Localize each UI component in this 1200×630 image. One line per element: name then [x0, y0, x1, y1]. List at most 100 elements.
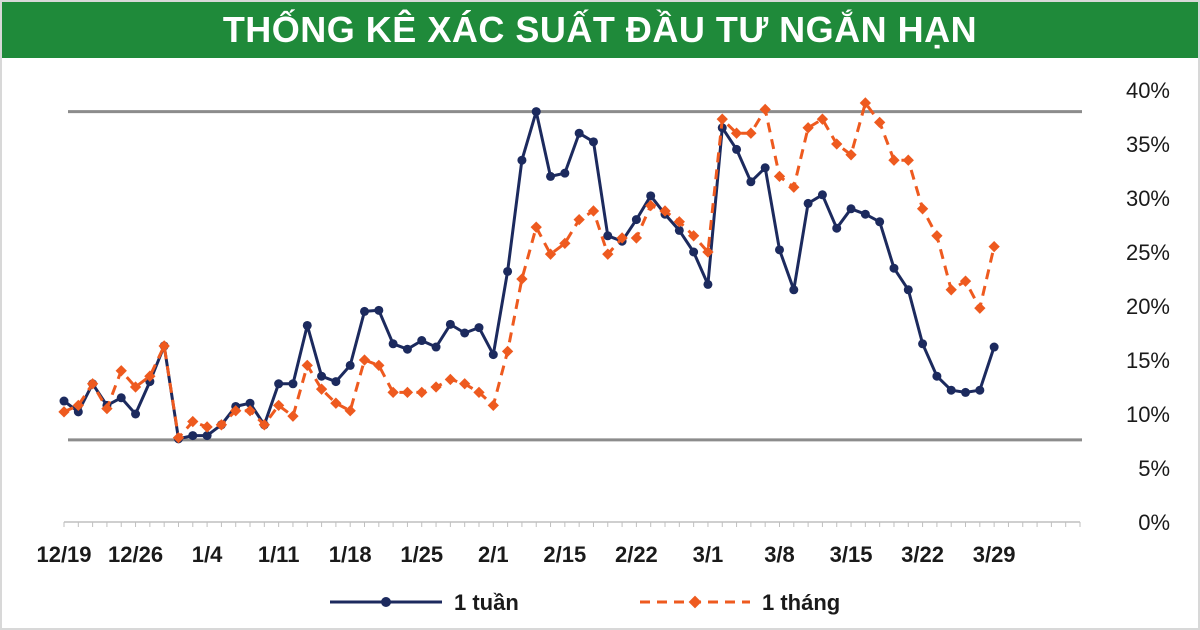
x-tick-label: 3/15	[830, 542, 873, 567]
series-1-point	[932, 371, 942, 381]
series-2-point	[115, 365, 127, 377]
series-2-point	[773, 170, 786, 183]
x-tick-label: 1/4	[192, 542, 223, 567]
series-1-point	[445, 319, 455, 329]
x-tick-label: 3/29	[973, 542, 1016, 567]
series-2-point	[788, 181, 800, 193]
y-tick-label: 25%	[1126, 240, 1170, 265]
series-1-point	[961, 387, 971, 397]
series-1-point	[631, 215, 641, 225]
series-2-point	[874, 116, 886, 129]
x-tick-label: 3/8	[764, 542, 795, 567]
series-1-point	[503, 266, 513, 276]
x-tick-label: 3/1	[693, 542, 724, 567]
series-2-point	[687, 230, 700, 242]
series-1-point	[903, 285, 913, 295]
series-2-point	[702, 246, 714, 258]
x-tick-label: 3/22	[901, 542, 944, 567]
legend-label-2: 1 tháng	[762, 590, 840, 615]
series-2-point	[902, 154, 914, 166]
legend-label-1: 1 tuần	[454, 590, 519, 615]
series-1-point	[488, 350, 498, 360]
legend-marker-circle	[381, 597, 391, 607]
y-tick-label: 20%	[1126, 294, 1170, 319]
series-2-point	[244, 405, 256, 417]
y-tick-label: 10%	[1126, 402, 1170, 427]
series-1-point	[417, 336, 427, 346]
series-2-point	[487, 399, 499, 412]
series-1-point	[331, 377, 341, 387]
series-1-point	[460, 328, 470, 338]
series-2-point	[387, 386, 399, 399]
series-1-point	[703, 279, 713, 289]
series-2-point	[430, 381, 442, 393]
series-2-point	[258, 419, 270, 431]
series-2-point	[616, 232, 628, 244]
series-2-point	[230, 405, 242, 417]
series-2-point	[373, 359, 385, 372]
series-2-point	[831, 138, 843, 150]
series-1-point	[789, 285, 799, 295]
series-2-point	[158, 340, 170, 352]
series-2-point	[974, 302, 986, 314]
series-1-point	[288, 379, 298, 389]
series-2-point	[344, 405, 356, 417]
series-1-point	[360, 306, 370, 316]
series-2-point	[187, 415, 199, 428]
series-2-point	[745, 127, 757, 139]
series-2-point	[716, 113, 728, 125]
series-2-point	[559, 237, 571, 250]
series-2-point	[501, 345, 514, 358]
series-2-point	[573, 213, 585, 226]
x-tick-label: 1/25	[400, 542, 443, 567]
series-2-point	[759, 103, 771, 116]
series-2-point	[287, 410, 299, 422]
series-1-point	[531, 107, 541, 117]
series-2-point	[172, 432, 185, 444]
series-2-point	[673, 216, 685, 228]
title-banner: THỐNG KÊ XÁC SUẤT ĐẦU TƯ NGẮN HẠN	[2, 2, 1198, 58]
x-tick-label: 2/15	[543, 542, 586, 567]
series-2-point	[516, 273, 528, 285]
y-tick-label: 5%	[1138, 456, 1170, 481]
series-1-point	[875, 217, 885, 227]
series-1-point	[245, 398, 255, 408]
series-2-point	[272, 399, 285, 412]
series-2-point	[645, 199, 657, 212]
series-1-point	[732, 144, 742, 154]
series-2-point	[916, 203, 929, 215]
series-1-point	[832, 223, 842, 233]
series-1-point	[975, 385, 985, 395]
series-2-point	[444, 373, 457, 386]
series-line-1	[63, 110, 996, 441]
series-1-point	[689, 247, 699, 257]
series-1-point	[374, 305, 384, 315]
series-1-point	[317, 371, 327, 381]
series-1-point	[760, 163, 770, 173]
y-tick-label: 0%	[1138, 510, 1170, 535]
series-1-point	[746, 177, 756, 187]
series-1-point	[388, 339, 398, 349]
x-tick-label: 12/26	[108, 542, 163, 567]
series-2-point	[58, 406, 70, 418]
series-1-point	[817, 190, 827, 200]
series-1-point	[774, 245, 784, 255]
series-2-point	[945, 284, 957, 296]
series-2-point	[401, 386, 414, 399]
x-tick-label: 1/18	[329, 542, 372, 567]
series-1-point	[803, 198, 813, 208]
y-tick-label: 35%	[1126, 132, 1170, 157]
series-2-point	[888, 154, 900, 166]
series-1-point	[646, 191, 656, 201]
y-tick-label: 15%	[1126, 348, 1170, 373]
series-1-point	[274, 379, 284, 389]
series-1-point	[546, 171, 556, 181]
y-tick-label: 40%	[1126, 78, 1170, 103]
series-1-point	[59, 396, 69, 406]
series-1-point	[860, 209, 870, 219]
series-1-point	[603, 231, 613, 241]
series-2-point	[959, 275, 972, 287]
series-1-point	[574, 128, 584, 138]
series-1-point	[73, 407, 83, 417]
